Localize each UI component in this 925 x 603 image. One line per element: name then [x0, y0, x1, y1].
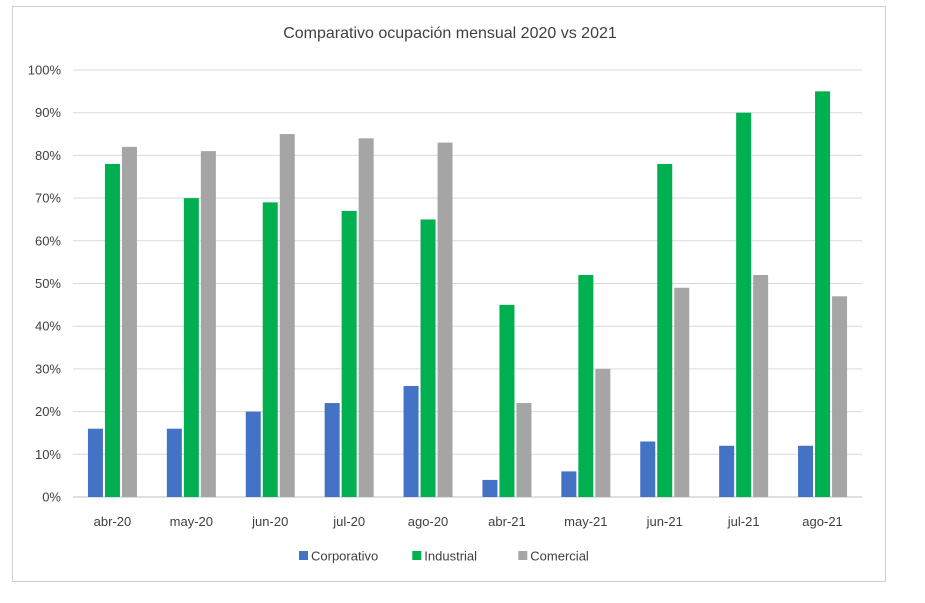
x-tick-label: may-20 [170, 514, 213, 529]
y-tick-label: 80% [35, 148, 61, 163]
y-tick-label: 70% [35, 191, 61, 206]
bar-comercial-ago-20 [437, 142, 453, 497]
y-axis-ticks: 0% 10% 20% 30% 40% 50% 60% 70% 80% 90% 100% [28, 63, 62, 505]
bar-comercial-may-21 [595, 368, 611, 497]
x-tick-label: jun-20 [251, 514, 288, 529]
bar-industrial-abr-20 [104, 163, 120, 497]
bar-comercial-jul-20 [358, 138, 374, 497]
bar-corporativo-jun-21 [640, 441, 656, 497]
bar-corporativo-ago-21 [798, 445, 814, 497]
bar-comercial-may-20 [200, 151, 216, 497]
y-tick-label: 50% [35, 276, 61, 291]
bars [87, 91, 848, 498]
x-tick-label: ago-21 [802, 514, 842, 529]
bar-industrial-may-21 [578, 274, 594, 497]
x-tick-label: abr-20 [94, 514, 132, 529]
legend: Corporativo Industrial Comercial [299, 549, 589, 564]
y-tick-label: 100% [28, 63, 62, 78]
bar-industrial-jul-20 [341, 210, 357, 497]
bar-industrial-ago-21 [815, 91, 831, 497]
x-tick-label: ago-20 [408, 514, 448, 529]
bar-industrial-jun-20 [262, 202, 278, 497]
bar-corporativo-jul-21 [719, 445, 735, 497]
bar-comercial-jul-21 [753, 274, 769, 497]
x-tick-label: abr-21 [488, 514, 526, 529]
bar-corporativo-jul-20 [324, 403, 340, 497]
legend-label-corporativo: Corporativo [311, 549, 378, 564]
bar-industrial-may-20 [183, 198, 199, 497]
y-tick-label: 40% [35, 319, 61, 334]
x-tick-label: jul-20 [332, 514, 365, 529]
y-tick-label: 10% [35, 447, 61, 462]
legend-swatch-comercial [518, 551, 528, 560]
y-tick-label: 20% [35, 404, 61, 419]
chart-title: Comparativo ocupación mensual 2020 vs 20… [283, 25, 617, 42]
bar-corporativo-abr-20 [87, 428, 103, 497]
bar-corporativo-jun-20 [245, 411, 261, 497]
y-tick-label: 0% [42, 490, 61, 505]
x-tick-label: jul-21 [727, 514, 760, 529]
bar-industrial-jun-21 [657, 163, 673, 497]
legend-label-comercial: Comercial [530, 549, 589, 564]
bar-industrial-jul-21 [736, 112, 752, 497]
x-tick-label: jun-21 [646, 514, 683, 529]
legend-swatch-corporativo [299, 551, 308, 560]
bar-corporativo-may-21 [561, 471, 577, 497]
x-tick-label: may-21 [564, 514, 607, 529]
bar-corporativo-abr-21 [482, 479, 498, 497]
bar-comercial-abr-21 [516, 403, 532, 497]
bar-comercial-jun-21 [674, 287, 690, 497]
bar-comercial-ago-21 [832, 296, 848, 497]
y-tick-label: 30% [35, 361, 61, 376]
y-tick-label: 90% [35, 105, 61, 120]
bar-comercial-abr-20 [121, 146, 137, 498]
legend-label-industrial: Industrial [424, 549, 477, 564]
bar-comercial-jun-20 [279, 134, 295, 498]
legend-swatch-industrial [412, 551, 422, 560]
bar-corporativo-ago-20 [403, 385, 419, 497]
bar-industrial-ago-20 [420, 219, 436, 497]
x-axis-ticks: abr-20 may-20 jun-20 jul-20 ago-20 abr-21 may-… [94, 514, 843, 529]
y-tick-label: 60% [35, 233, 61, 248]
bar-industrial-abr-21 [499, 304, 515, 497]
bar-corporativo-may-20 [166, 428, 182, 497]
